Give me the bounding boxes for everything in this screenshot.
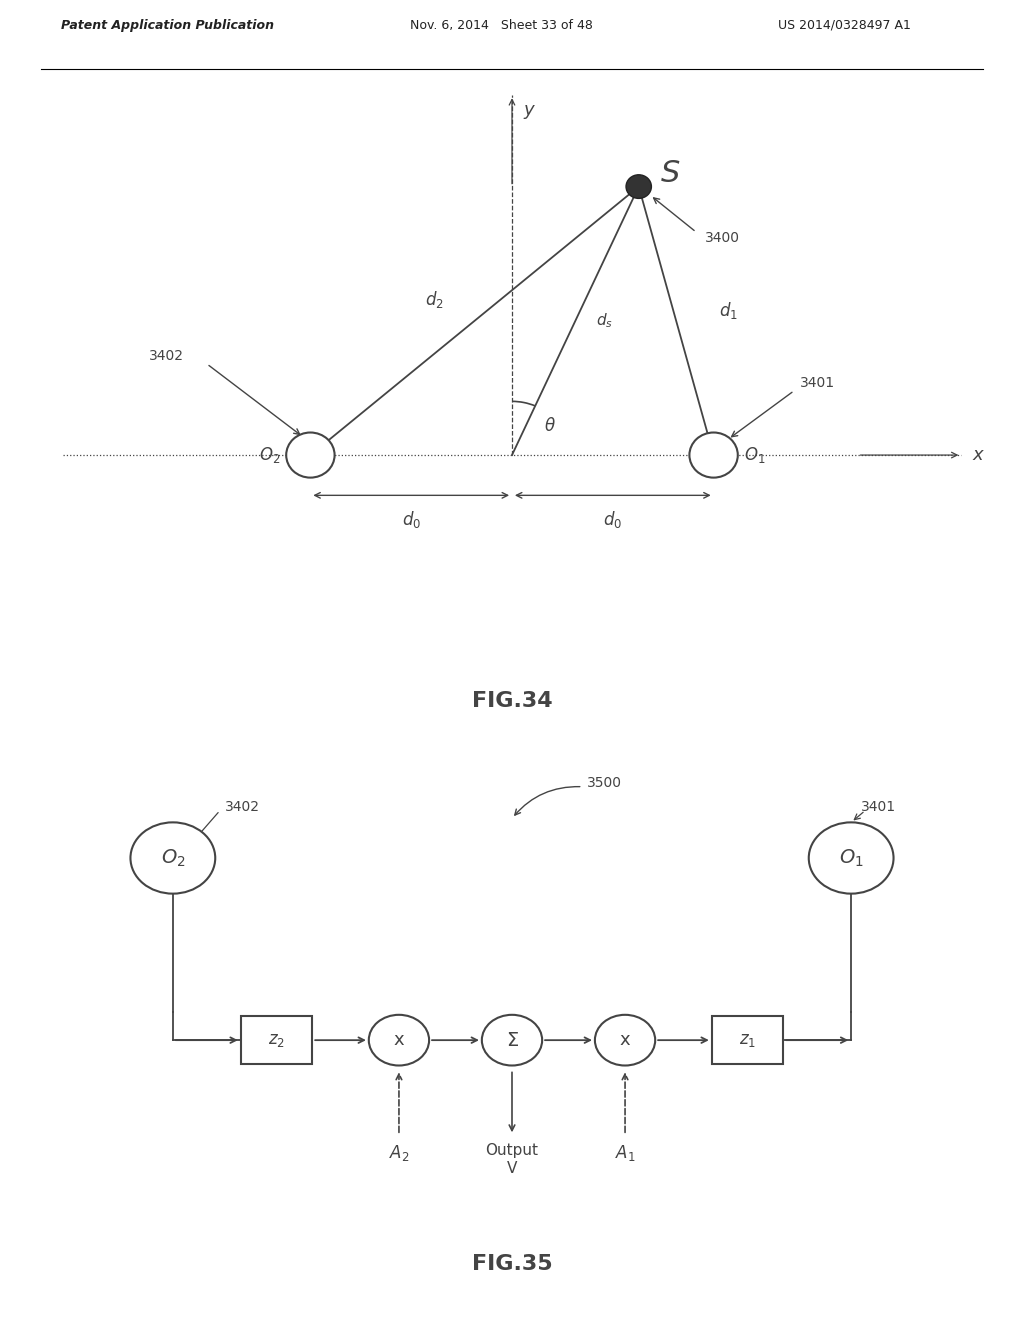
Text: x: x xyxy=(620,1031,631,1049)
Text: FIG.35: FIG.35 xyxy=(472,1254,552,1274)
Circle shape xyxy=(482,1015,542,1065)
Text: 3400: 3400 xyxy=(705,231,740,244)
Text: 3401: 3401 xyxy=(800,376,836,389)
Text: Output
V: Output V xyxy=(485,1143,539,1176)
Text: $z_1$: $z_1$ xyxy=(739,1031,756,1049)
Text: $\Sigma$: $\Sigma$ xyxy=(506,1031,518,1049)
Text: $O_2$: $O_2$ xyxy=(259,445,281,465)
Text: S: S xyxy=(660,158,680,187)
Text: 3401: 3401 xyxy=(860,800,896,813)
Text: $z_2$: $z_2$ xyxy=(268,1031,285,1049)
Text: x: x xyxy=(393,1031,404,1049)
Circle shape xyxy=(369,1015,429,1065)
Text: $A_1$: $A_1$ xyxy=(614,1143,635,1163)
Circle shape xyxy=(130,822,215,894)
Text: 3500: 3500 xyxy=(588,776,623,789)
Circle shape xyxy=(626,174,651,198)
Circle shape xyxy=(809,822,894,894)
Text: x: x xyxy=(973,446,983,465)
Circle shape xyxy=(595,1015,655,1065)
Text: y: y xyxy=(523,100,535,119)
Text: $d_1$: $d_1$ xyxy=(719,300,737,321)
Bar xyxy=(241,1016,312,1064)
Text: Nov. 6, 2014   Sheet 33 of 48: Nov. 6, 2014 Sheet 33 of 48 xyxy=(410,18,593,32)
Bar xyxy=(712,1016,783,1064)
Text: $\theta$: $\theta$ xyxy=(544,417,556,434)
Text: $d_0$: $d_0$ xyxy=(401,510,421,531)
Text: $O_1$: $O_1$ xyxy=(743,445,765,465)
Text: US 2014/0328497 A1: US 2014/0328497 A1 xyxy=(778,18,911,32)
Text: $d_s$: $d_s$ xyxy=(596,312,612,330)
Text: FIG.34: FIG.34 xyxy=(472,692,552,711)
Circle shape xyxy=(286,433,335,478)
Text: $O_2$: $O_2$ xyxy=(161,847,185,869)
Circle shape xyxy=(689,433,737,478)
Text: 3402: 3402 xyxy=(150,348,184,363)
Text: $d_0$: $d_0$ xyxy=(603,510,623,531)
Text: $d_2$: $d_2$ xyxy=(425,289,443,310)
Text: 3402: 3402 xyxy=(224,800,260,813)
Text: Patent Application Publication: Patent Application Publication xyxy=(61,18,274,32)
Text: $O_1$: $O_1$ xyxy=(839,847,863,869)
Text: $A_2$: $A_2$ xyxy=(389,1143,410,1163)
